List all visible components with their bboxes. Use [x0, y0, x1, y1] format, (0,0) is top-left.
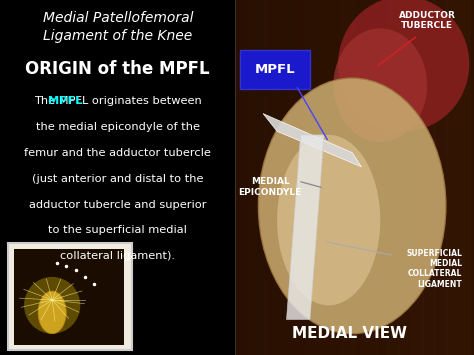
FancyBboxPatch shape [8, 243, 132, 350]
Bar [457, 0, 471, 355]
Text: femur and the adductor tubercle: femur and the adductor tubercle [24, 148, 211, 158]
Bar [446, 0, 459, 355]
Text: adductor tubercle and superior: adductor tubercle and superior [29, 200, 207, 209]
Text: MPFL: MPFL [255, 63, 295, 76]
Text: MEDIAL VIEW: MEDIAL VIEW [292, 326, 407, 341]
Bar [270, 0, 283, 355]
Text: Medial Patellofemoral
Ligament of the Knee: Medial Patellofemoral Ligament of the Kn… [43, 11, 193, 43]
Text: ADDUCTOR
TUBERCLE: ADDUCTOR TUBERCLE [399, 11, 456, 30]
Bar [340, 0, 354, 355]
Text: the medial epicondyle of the: the medial epicondyle of the [36, 122, 200, 132]
Polygon shape [263, 114, 362, 167]
Bar [235, 0, 248, 355]
Bar [305, 0, 319, 355]
Bar [293, 0, 307, 355]
Bar [387, 0, 401, 355]
Ellipse shape [38, 291, 66, 334]
Text: MEDIAL
EPICONDYLE: MEDIAL EPICONDYLE [238, 178, 302, 197]
Bar [328, 0, 342, 355]
Bar [375, 0, 389, 355]
Ellipse shape [24, 277, 80, 334]
Text: (just anterior and distal to the: (just anterior and distal to the [32, 174, 203, 184]
Bar [317, 0, 330, 355]
Bar [246, 0, 260, 355]
Ellipse shape [333, 28, 427, 142]
Text: SUPERFICIAL
MEDIAL
COLLATERAL
LIGAMENT: SUPERFICIAL MEDIAL COLLATERAL LIGAMENT [406, 248, 462, 289]
Text: collateral ligament).: collateral ligament). [60, 251, 175, 261]
Bar [282, 0, 295, 355]
Bar [14, 248, 124, 345]
Bar [411, 0, 424, 355]
Bar [258, 0, 272, 355]
Bar [399, 0, 412, 355]
Bar [364, 0, 377, 355]
Bar [422, 0, 436, 355]
Ellipse shape [338, 0, 469, 131]
Ellipse shape [258, 78, 446, 334]
FancyBboxPatch shape [235, 0, 474, 355]
Bar [352, 0, 365, 355]
Bar [434, 0, 447, 355]
Ellipse shape [277, 135, 380, 305]
Text: ORIGIN of the MPFL: ORIGIN of the MPFL [26, 60, 210, 78]
Text: MPFL: MPFL [48, 96, 83, 106]
Polygon shape [286, 135, 324, 320]
FancyBboxPatch shape [240, 50, 310, 89]
Text: The MPFL originates between: The MPFL originates between [34, 96, 201, 106]
Text: to the superficial medial: to the superficial medial [48, 225, 187, 235]
